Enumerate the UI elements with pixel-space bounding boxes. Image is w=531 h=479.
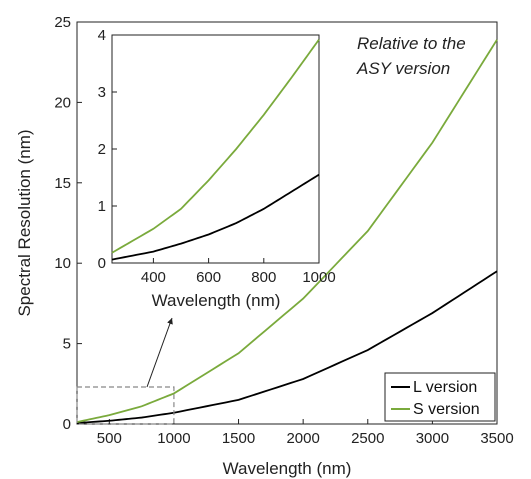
inset-x-tick-label: 400 [141, 269, 166, 286]
inset-y-tick-label: 0 [98, 255, 106, 272]
annotation-line-2: ASY version [356, 59, 450, 78]
main-series-s-version [76, 39, 498, 423]
main-y-axis-label: Spectral Resolution (nm) [15, 129, 34, 316]
legend-label-s-version: S version [413, 401, 480, 418]
inset-y-tick-label: 2 [98, 141, 106, 158]
inset-plot-area [111, 34, 320, 264]
legend-box [384, 372, 496, 422]
annotation-line-1: Relative to the [357, 34, 466, 53]
inset-x-tick-label: 800 [251, 269, 276, 286]
inset-series [111, 39, 320, 261]
main-x-tick-label: 2000 [286, 430, 319, 447]
main-series-l-version [76, 270, 498, 424]
inset-y-tick-label: 1 [98, 198, 106, 215]
main-y-tick-label: 20 [54, 94, 71, 111]
main-x-axis-label: Wavelength (nm) [223, 459, 352, 478]
main-series [76, 39, 498, 424]
main-x-tick-label: 500 [97, 430, 122, 447]
inset-series-l-version [111, 173, 320, 261]
inset-ticks: 400 600 800 1000 0 1 2 3 4 [98, 27, 336, 286]
inset-x-tick-label: 1000 [302, 269, 335, 286]
main-x-tick-label: 1500 [222, 430, 255, 447]
inset-series-s-version [111, 39, 320, 254]
main-y-tick-label: 10 [54, 255, 71, 272]
inset-y-tick-label: 3 [98, 84, 106, 101]
main-x-tick-label: 3000 [416, 430, 449, 447]
legend: L version S version [384, 372, 496, 422]
main-y-tick-label: 15 [54, 175, 71, 192]
main-y-tick-label: 0 [63, 416, 71, 433]
legend-label-l-version: L version [413, 379, 477, 396]
zoom-region-box [76, 386, 175, 425]
inset-x-axis-label: Wavelength (nm) [152, 291, 281, 310]
main-x-tick-label: 2500 [351, 430, 384, 447]
inset-x-tick-label: 600 [196, 269, 221, 286]
main-y-tick-label: 25 [54, 14, 71, 31]
inset-y-tick-label: 4 [98, 27, 106, 44]
main-y-tick-label: 5 [63, 336, 71, 353]
zoom-arrow [146, 317, 173, 388]
main-x-tick-label: 1000 [157, 430, 190, 447]
main-x-tick-label: 3500 [480, 430, 513, 447]
